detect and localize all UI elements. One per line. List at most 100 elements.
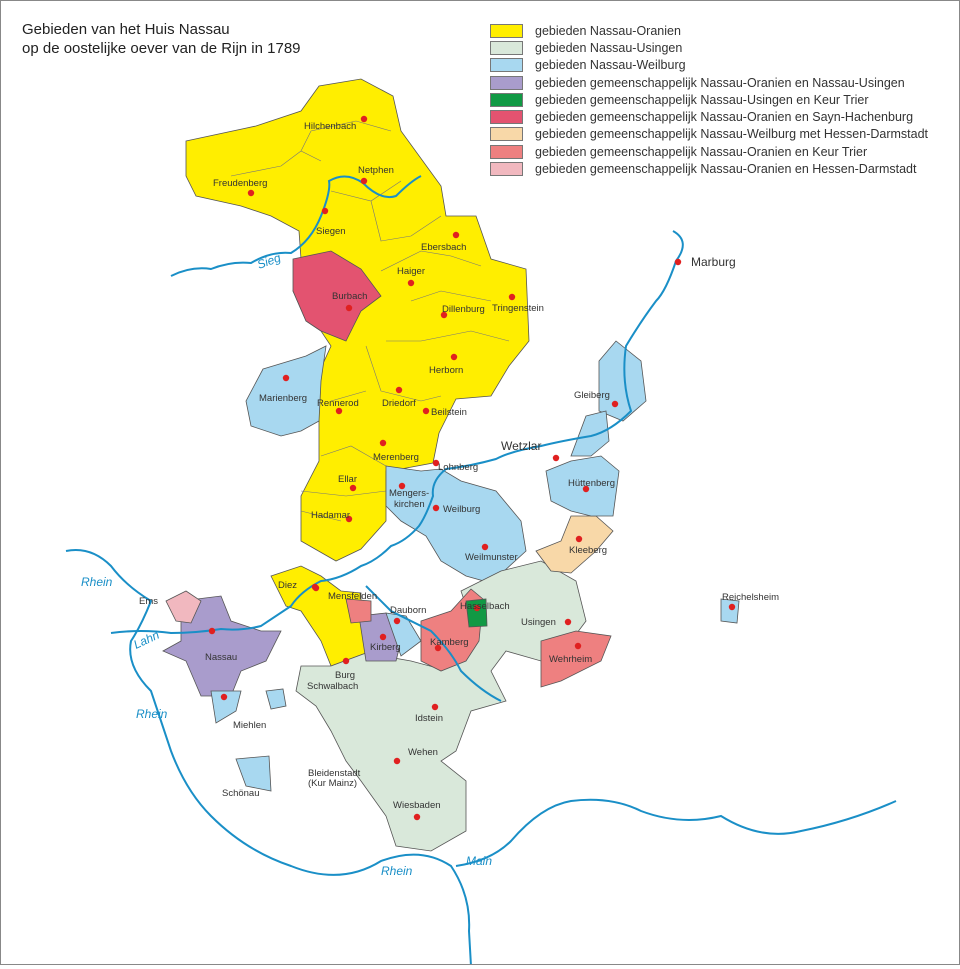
town-dot-netphen (360, 177, 368, 185)
town-dot-weilburg (432, 504, 440, 512)
town-dot-tringenstein (508, 293, 516, 301)
town-label-haiger: Haiger (397, 266, 425, 277)
town-label-hilchenbach: Hilchenbach (304, 121, 356, 132)
legend-item: gebieden gemeenschappelijk Nassau-Oranie… (490, 160, 928, 177)
town-dot-wetzlar (552, 454, 560, 462)
region-miehlen (210, 688, 287, 724)
town-dot-reichelsheim (728, 603, 736, 611)
town-label-wehen: Wehen (408, 747, 438, 758)
town-dot-freudenberg (247, 189, 255, 197)
town-label-dauborn: Dauborn (390, 605, 426, 616)
town-dot-burbach (345, 304, 353, 312)
town-label-siegen: Siegen (316, 226, 346, 237)
town-dot-beilstein (422, 407, 430, 415)
legend-label: gebieden Nassau-Usingen (535, 40, 683, 55)
towns: Hilchenbach Freudenberg Netphen Siegen Ebers… (139, 115, 779, 821)
town-label-weilmunster: Weilmunster (465, 552, 518, 563)
town-label-reichelsheim: Reichelsheim (722, 592, 779, 603)
town-label-lohnberg: Lohnberg (438, 462, 478, 473)
town-dot-kamberg (434, 644, 442, 652)
town-dot-huttenberg (582, 485, 590, 493)
region-nassau (162, 595, 282, 697)
river-lahn (110, 230, 684, 635)
town-label-herborn: Herborn (429, 365, 463, 376)
town-label-burg: Burg (335, 670, 355, 681)
river-label-sieg: Sieg (255, 250, 283, 271)
town-label-netphen: Netphen (358, 165, 394, 176)
town-dot-burg (342, 657, 350, 665)
internal-borders (230, 120, 510, 522)
town-label-mengerskirchen1: Mengers- (389, 488, 429, 499)
region-mensfelden (345, 598, 372, 624)
town-label-rennerod: Rennerod (317, 398, 359, 409)
town-label-driedorf: Driedorf (382, 398, 416, 409)
town-dot-weilmunster (481, 543, 489, 551)
legend-swatch (490, 75, 523, 90)
town-dot-kleeberg (575, 535, 583, 543)
legend-swatch (490, 40, 523, 55)
town-dot-rennerod (335, 407, 343, 415)
river-main (455, 798, 897, 867)
legend-label: gebieden gemeenschappelijk Nassau-Oranie… (535, 144, 868, 159)
town-dot-siegen (321, 207, 329, 215)
town-label-merenberg: Merenberg (373, 452, 419, 463)
town-label-schwalbach: Schwalbach (307, 681, 358, 692)
river-label-rhein-3: Rhein (381, 864, 413, 878)
town-dot-dauborn (393, 617, 401, 625)
legend-item: gebieden Nassau-Oranien (490, 22, 928, 39)
legend-label: gebieden Nassau-Weilburg (535, 58, 686, 73)
legend-swatch (490, 23, 523, 38)
legend-item: gebieden gemeenschappelijk Nassau-Weilbu… (490, 126, 928, 143)
legend-label: gebieden gemeenschappelijk Nassau-Usinge… (535, 92, 869, 107)
legend-label: gebieden gemeenschappelijk Nassau-Weilbu… (535, 127, 929, 142)
town-dot-wehrheim (574, 642, 582, 650)
river-label-rhein-1: Rhein (81, 575, 113, 589)
town-label-dillenburg: Dillenburg (442, 304, 485, 315)
town-dot-marburg (674, 258, 682, 266)
town-label-kleeberg: Kleeberg (569, 545, 607, 556)
town-dot-marienberg (282, 374, 290, 382)
region-huttenberg (545, 455, 620, 517)
town-label-diez: Diez (278, 580, 297, 591)
town-label-hasselbach: Hasselbach (460, 601, 510, 612)
town-dot-mensfelden (312, 584, 320, 592)
town-dot-ebersbach (452, 231, 460, 239)
region-wetzlar-enclave (570, 410, 610, 457)
legend-swatch (490, 162, 523, 177)
town-label-gleiberg: Gleiberg (574, 390, 610, 401)
town-label-weilburg: Weilburg (443, 504, 480, 515)
legend-swatch (490, 144, 523, 159)
town-dot-driedorf (395, 386, 403, 394)
region-wehrheim (540, 630, 612, 688)
region-weilburg (385, 465, 527, 584)
town-label-ebersbach: Ebersbach (421, 242, 466, 253)
legend: gebieden Nassau-Oranien gebieden Nassau-U… (490, 22, 928, 178)
legend-label: gebieden gemeenschappelijk Nassau-Oranie… (535, 110, 914, 125)
town-label-burbach: Burbach (332, 291, 367, 302)
legend-swatch (490, 110, 523, 125)
town-dot-nassau (208, 627, 216, 635)
town-label-huttenberg: Hüttenberg (568, 478, 615, 489)
town-dot-haiger (407, 279, 415, 287)
town-dot-gleiberg (611, 400, 619, 408)
region-reichelsheim (720, 598, 740, 624)
town-label-idstein: Idstein (415, 713, 443, 724)
region-hasselbach (465, 598, 488, 628)
town-dot-kirberg (379, 633, 387, 641)
legend-label: gebieden Nassau-Oranien (535, 23, 681, 38)
legend-item: gebieden gemeenschappelijk Nassau-Oranie… (490, 74, 928, 91)
town-dot-ellar (349, 484, 357, 492)
town-label-wiesbaden: Wiesbaden (393, 800, 441, 811)
town-dot-hilchenbach (360, 115, 368, 123)
legend-swatch (490, 58, 523, 73)
town-dot-miehlen (220, 693, 228, 701)
region-burbach (292, 250, 382, 342)
river-sieg (170, 175, 422, 277)
town-dot-dillenburg (440, 311, 448, 319)
town-label-ellar: Ellar (338, 474, 357, 485)
legend-item: gebieden Nassau-Weilburg (490, 57, 928, 74)
region-schonau (235, 755, 272, 792)
town-label-wetzlar: Wetzlar (501, 439, 541, 453)
river-label-main: Main (466, 854, 492, 868)
town-dot-wiesbaden (413, 813, 421, 821)
